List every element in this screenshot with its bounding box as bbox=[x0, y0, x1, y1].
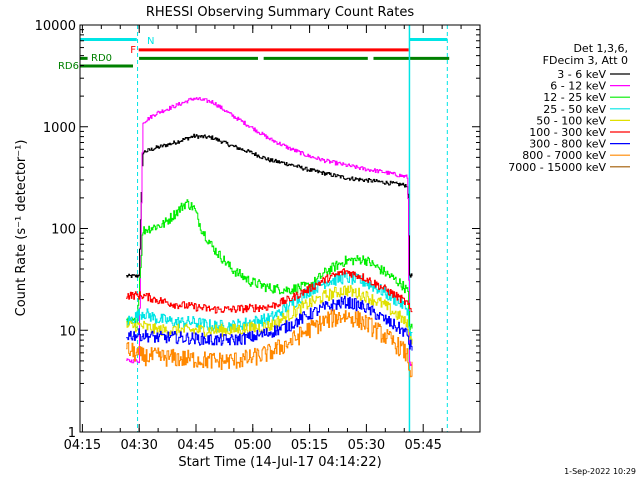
x-tick-label: 05:30 bbox=[348, 438, 385, 453]
legend-label: 100 - 300 keV bbox=[529, 126, 606, 139]
y-tick-label: 100 bbox=[51, 223, 76, 238]
series-line-4 bbox=[126, 285, 413, 345]
flag-label-rd0: RD0 bbox=[91, 53, 112, 64]
date-stamp: 1-Sep-2022 10:29 bbox=[564, 467, 636, 476]
series-line-3 bbox=[126, 272, 413, 342]
legend-label: 50 - 100 keV bbox=[536, 114, 606, 127]
series-line-5 bbox=[126, 268, 413, 314]
legend-label: 3 - 6 keV bbox=[557, 68, 606, 81]
y-tick-label: 10000 bbox=[35, 19, 76, 34]
flag-label-rd6: RD6 bbox=[58, 61, 79, 72]
x-axis-label: Start Time (14-Jul-17 04:14:22) bbox=[178, 455, 381, 470]
x-tick-label: 05:15 bbox=[291, 438, 328, 453]
series-line-2 bbox=[126, 199, 413, 331]
legend-label: 800 - 7000 keV bbox=[522, 149, 606, 162]
legend-label: 12 - 25 keV bbox=[543, 91, 606, 104]
series-line-1 bbox=[126, 97, 413, 369]
legend-label: 300 - 800 keV bbox=[529, 138, 606, 151]
legend-header-2: FDecim 3, Att 0 bbox=[543, 54, 628, 67]
legend-label: 7000 - 15000 keV bbox=[508, 161, 606, 174]
y-tick-label: 1 bbox=[68, 426, 76, 441]
legend-header-1: Det 1,3,6, bbox=[573, 42, 628, 55]
x-tick-label: 04:30 bbox=[120, 438, 157, 453]
y-tick-label: 10 bbox=[59, 324, 76, 339]
x-tick-label: 05:00 bbox=[234, 438, 271, 453]
legend-label: 25 - 50 keV bbox=[543, 103, 606, 116]
flag-label-n: N bbox=[147, 36, 154, 47]
series-line-7 bbox=[126, 309, 413, 378]
series-line-0 bbox=[126, 133, 413, 278]
chart-title: RHESSI Observing Summary Count Rates bbox=[146, 5, 415, 20]
x-tick-label: 05:45 bbox=[404, 438, 441, 453]
series-line-6 bbox=[126, 295, 413, 351]
y-axis-label: Count Rate (s⁻¹ detector⁻¹) bbox=[14, 140, 29, 317]
flag-label-f: F bbox=[130, 45, 136, 56]
x-tick-label: 04:15 bbox=[64, 438, 101, 453]
x-tick-label: 04:45 bbox=[177, 438, 214, 453]
y-tick-label: 1000 bbox=[43, 121, 76, 136]
legend-label: 6 - 12 keV bbox=[550, 80, 606, 93]
